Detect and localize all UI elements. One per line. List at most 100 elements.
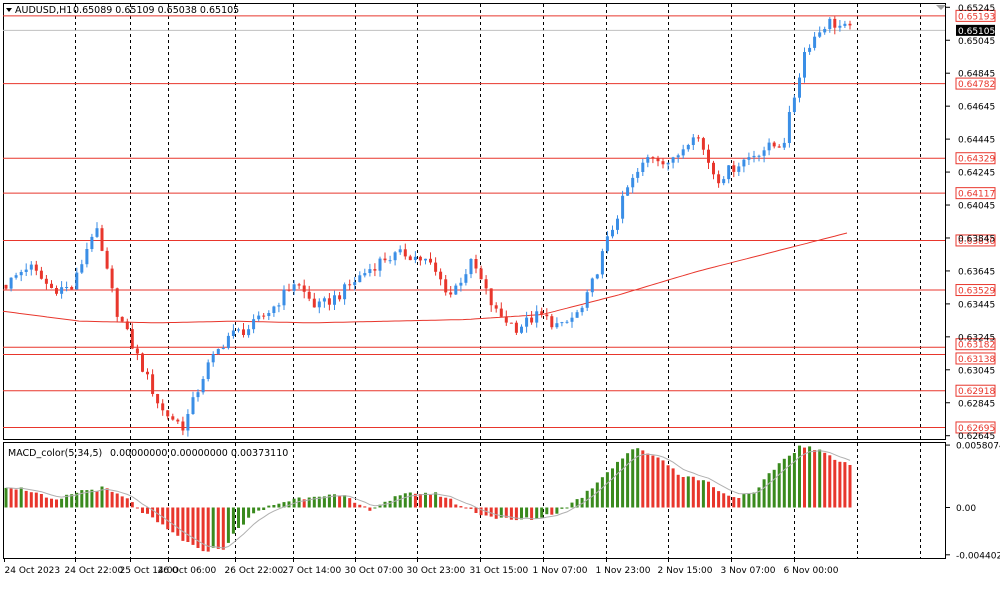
candle-body[interactable] [50, 283, 53, 288]
histogram-bar[interactable] [782, 458, 786, 508]
candle-body[interactable] [782, 142, 786, 148]
candle-body[interactable] [439, 271, 443, 280]
histogram-bar[interactable] [19, 487, 23, 508]
candle-body[interactable] [631, 177, 635, 188]
histogram-bar[interactable] [828, 455, 832, 508]
candle-body[interactable] [65, 287, 69, 288]
histogram-bar[interactable] [752, 492, 756, 508]
candle-body[interactable] [408, 256, 412, 261]
candle-body[interactable] [44, 278, 48, 284]
indicator-axis[interactable]: 0.0058074 0.00 -0.004402 [946, 442, 1000, 562]
candle-body[interactable] [641, 162, 645, 172]
histogram-bar[interactable] [717, 491, 721, 508]
histogram-bar[interactable] [803, 447, 806, 508]
histogram-bar[interactable] [722, 493, 726, 508]
candle-body[interactable] [843, 23, 847, 26]
candle-body[interactable] [302, 285, 306, 292]
histogram-bar[interactable] [130, 502, 134, 508]
candle-body[interactable] [833, 18, 837, 28]
candle-body[interactable] [464, 274, 468, 283]
candle-body[interactable] [231, 330, 235, 337]
candle-body[interactable] [110, 268, 114, 289]
candle-body[interactable] [752, 155, 756, 158]
histogram-bar[interactable] [9, 488, 13, 508]
histogram-bar[interactable] [479, 507, 483, 516]
histogram-bar[interactable] [691, 476, 695, 508]
candle-body[interactable] [818, 32, 822, 37]
histogram-bar[interactable] [257, 507, 261, 511]
histogram-bar[interactable] [408, 492, 412, 508]
candle-body[interactable] [424, 258, 427, 261]
histogram-bar[interactable] [125, 498, 129, 508]
histogram-bar[interactable] [555, 507, 559, 514]
candle-body[interactable] [378, 258, 382, 271]
histogram-bar[interactable] [90, 489, 94, 508]
candle-body[interactable] [530, 317, 534, 323]
chart-title-bar[interactable]: AUDUSD,H1 0.65089 0.65109 0.65038 0.6510… [6, 5, 239, 16]
histogram-bar[interactable] [231, 507, 235, 534]
candle-body[interactable] [151, 374, 155, 394]
candle-body[interactable] [176, 419, 180, 422]
histogram-bar[interactable] [373, 507, 377, 509]
triangle-down-icon[interactable] [6, 8, 12, 12]
candle-body[interactable] [211, 354, 215, 363]
candle-body[interactable] [413, 256, 417, 260]
histogram-bar[interactable] [105, 488, 109, 508]
histogram-bar[interactable] [388, 500, 392, 508]
price-axis[interactable]: 0.65193 0.64782 0.64329 0.64117 0.63830 0.635… [946, 4, 996, 442]
histogram-bar[interactable] [757, 487, 761, 508]
candle-body[interactable] [646, 157, 650, 163]
candle-body[interactable] [383, 258, 387, 261]
histogram-bar[interactable] [570, 502, 574, 508]
histogram-bar[interactable] [302, 499, 306, 508]
candle-body[interactable] [373, 269, 377, 271]
candle-body[interactable] [85, 249, 89, 265]
candle-body[interactable] [535, 311, 539, 323]
histogram-bar[interactable] [181, 507, 185, 541]
candle-body[interactable] [717, 174, 721, 184]
candle-body[interactable] [55, 288, 58, 294]
candle-body[interactable] [181, 421, 185, 431]
histogram-bar[interactable] [823, 452, 827, 508]
histogram-bar[interactable] [580, 497, 584, 508]
histogram-bar[interactable] [44, 497, 48, 508]
histogram-bar[interactable] [262, 507, 266, 511]
candle-body[interactable] [504, 316, 508, 323]
histogram-bar[interactable] [646, 453, 650, 508]
candle-body[interactable] [722, 179, 726, 184]
histogram-bar[interactable] [55, 499, 58, 508]
histogram-bar[interactable] [287, 501, 291, 508]
histogram-bar[interactable] [798, 445, 801, 508]
histogram-bar[interactable] [166, 507, 170, 530]
histogram-bar[interactable] [272, 505, 276, 508]
candle-body[interactable] [762, 150, 766, 156]
histogram-bar[interactable] [474, 507, 478, 514]
candle-body[interactable] [570, 317, 574, 322]
histogram-bar[interactable] [540, 507, 544, 518]
histogram-bar[interactable] [338, 495, 342, 508]
candle-body[interactable] [525, 317, 529, 327]
candle-body[interactable] [29, 264, 33, 270]
histogram-bar[interactable] [141, 507, 144, 514]
candles[interactable] [4, 16, 852, 437]
candle-body[interactable] [616, 218, 619, 230]
candle-body[interactable] [388, 260, 392, 262]
histogram-bar[interactable] [818, 449, 822, 508]
candle-body[interactable] [621, 195, 625, 219]
histogram-bar[interactable] [767, 473, 771, 508]
histogram-bar[interactable] [429, 494, 432, 508]
candle-body[interactable] [838, 25, 842, 28]
candle-body[interactable] [368, 269, 372, 273]
histogram-bar[interactable] [712, 487, 715, 508]
histogram-bar[interactable] [242, 507, 245, 525]
histogram-bar[interactable] [499, 507, 503, 518]
candle-body[interactable] [747, 157, 751, 160]
histogram-bar[interactable] [626, 453, 630, 508]
candle-body[interactable] [540, 311, 544, 315]
candle-body[interactable] [469, 259, 473, 275]
histogram-bar[interactable] [393, 496, 397, 508]
candle-body[interactable] [636, 171, 640, 178]
candle-body[interactable] [701, 138, 705, 150]
histogram-bar[interactable] [29, 492, 33, 508]
